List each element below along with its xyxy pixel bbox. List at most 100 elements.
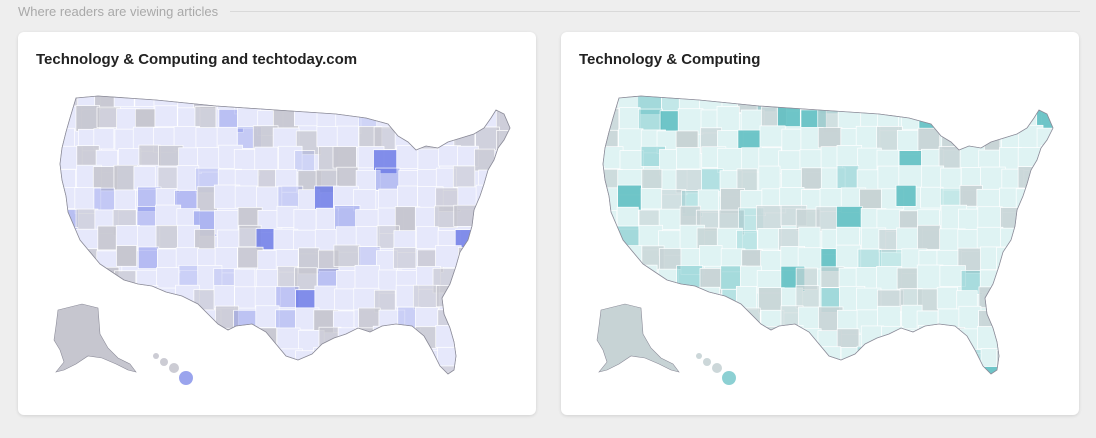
dma-region bbox=[780, 365, 806, 374]
dma-region bbox=[494, 288, 510, 315]
dma-region bbox=[918, 96, 942, 110]
dma-region bbox=[1038, 168, 1053, 192]
dma-region bbox=[1061, 149, 1069, 170]
dma-region bbox=[513, 230, 526, 252]
dma-region bbox=[1015, 230, 1038, 254]
dma-region bbox=[436, 105, 458, 127]
dma-region bbox=[36, 371, 59, 394]
dma-region bbox=[237, 367, 260, 374]
section-title: Where readers are viewing articles bbox=[18, 3, 219, 19]
dma-region bbox=[60, 208, 62, 234]
alaska-region bbox=[596, 303, 680, 373]
dma-region bbox=[1059, 286, 1069, 307]
dma-region bbox=[275, 96, 302, 108]
dma-region bbox=[603, 229, 620, 257]
dma-region bbox=[517, 350, 526, 373]
dma-region bbox=[1039, 96, 1053, 108]
dma-region bbox=[478, 206, 505, 232]
dma-region bbox=[757, 326, 783, 352]
dma-region bbox=[880, 368, 903, 374]
dma-region bbox=[334, 288, 355, 311]
dma-region bbox=[272, 127, 300, 149]
dma-region bbox=[415, 107, 439, 131]
dma-region bbox=[898, 96, 926, 110]
dma-region bbox=[376, 367, 398, 374]
dma-region bbox=[997, 96, 1024, 116]
dma-region bbox=[93, 128, 115, 150]
dma-region bbox=[1057, 206, 1069, 230]
dma-region bbox=[879, 96, 906, 109]
dma-region bbox=[839, 368, 861, 374]
dma-region bbox=[757, 228, 782, 250]
dma-region bbox=[136, 348, 164, 374]
us-dma-map[interactable] bbox=[36, 88, 526, 398]
dma-region bbox=[154, 105, 178, 128]
dma-region bbox=[336, 125, 359, 148]
dma-region bbox=[134, 96, 157, 107]
dma-region bbox=[656, 369, 682, 374]
dma-region bbox=[939, 366, 966, 374]
dma-region bbox=[74, 369, 97, 374]
dma-region bbox=[457, 347, 483, 373]
dma-region bbox=[579, 128, 597, 150]
dma-region bbox=[980, 96, 1008, 112]
dma-region bbox=[413, 96, 440, 109]
dma-region bbox=[760, 347, 788, 369]
dma-region bbox=[736, 168, 758, 192]
dma-region bbox=[517, 270, 526, 291]
dma-region bbox=[213, 285, 235, 309]
dma-region bbox=[36, 167, 59, 188]
dma-region bbox=[1058, 106, 1069, 129]
dma-region bbox=[619, 369, 643, 374]
dma-region bbox=[881, 325, 904, 351]
card-title: Technology & Computing bbox=[579, 51, 761, 68]
dma-region bbox=[1036, 266, 1053, 293]
us-dma-map[interactable] bbox=[579, 88, 1069, 398]
dma-region bbox=[495, 168, 510, 190]
dma-region bbox=[579, 89, 599, 112]
dma-region bbox=[579, 370, 603, 395]
dma-region bbox=[514, 249, 526, 275]
dma-region bbox=[175, 347, 198, 373]
dma-region bbox=[939, 106, 965, 130]
dma-region bbox=[697, 189, 719, 213]
dma-region bbox=[898, 165, 923, 188]
dma-region bbox=[678, 349, 706, 374]
dma-region bbox=[918, 325, 940, 348]
us-border bbox=[59, 95, 511, 375]
dma-region bbox=[36, 251, 59, 271]
dma-region bbox=[897, 330, 922, 353]
dma-region bbox=[39, 109, 60, 130]
dma-region bbox=[579, 249, 599, 270]
dma-region bbox=[977, 206, 1003, 229]
dma-region bbox=[998, 330, 1024, 352]
dma-region bbox=[118, 324, 145, 351]
dma-region bbox=[895, 184, 917, 207]
dma-region bbox=[1037, 308, 1053, 333]
dma-region bbox=[137, 370, 162, 374]
dma-region bbox=[996, 305, 1019, 331]
dma-region bbox=[254, 327, 278, 351]
dma-region bbox=[358, 106, 379, 128]
dma-region bbox=[1000, 366, 1024, 374]
dma-region bbox=[781, 325, 804, 349]
dma-region bbox=[920, 186, 944, 209]
dma-region bbox=[518, 111, 526, 134]
dma-region bbox=[780, 350, 807, 374]
dma-region bbox=[114, 285, 140, 309]
dma-region bbox=[457, 108, 480, 132]
dma-region bbox=[97, 366, 124, 374]
dma-region bbox=[700, 308, 725, 331]
dma-region bbox=[603, 369, 620, 374]
dma-region bbox=[760, 250, 784, 272]
dma-region bbox=[412, 364, 437, 374]
dma-region bbox=[900, 366, 924, 374]
dma-region bbox=[60, 96, 61, 108]
dma-region bbox=[960, 96, 988, 112]
dma-region bbox=[801, 167, 824, 190]
dma-region bbox=[1060, 88, 1069, 107]
dma-region bbox=[477, 289, 500, 315]
dma-region bbox=[956, 367, 979, 374]
dma-region bbox=[36, 347, 57, 373]
dma-region bbox=[435, 365, 461, 374]
